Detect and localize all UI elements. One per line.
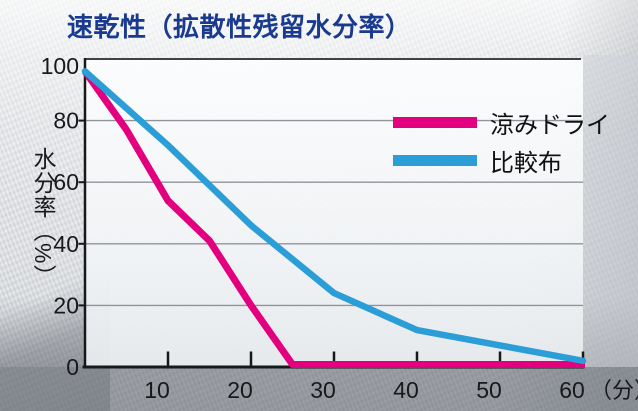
x-axis-unit-label: （分） <box>590 378 638 403</box>
legend: 涼みドライ 比較布 <box>393 108 610 177</box>
y-tick-label-60: 60 <box>53 169 79 195</box>
y-tick-label-0: 0 <box>66 354 79 380</box>
series-line-hikaku-fu <box>81 68 587 365</box>
x-tick-label-40: 40 <box>393 377 419 403</box>
legend-label-hikaku-fu: 比較布 <box>490 149 562 177</box>
plot-area-panel <box>85 59 583 367</box>
x-tick-label-50: 50 <box>476 377 502 403</box>
x-tick-label-20: 20 <box>227 377 253 403</box>
legend-item-hikaku-fu: 比較布 <box>393 146 610 177</box>
suzumi-dry-color-swatch <box>393 116 477 128</box>
legend-label-suzumi-dry: 涼みドライ <box>490 111 610 139</box>
y-tick-label-20: 20 <box>53 292 79 318</box>
hikaku-fu-color-swatch <box>393 154 477 166</box>
x-tick-label-60: 60 <box>559 377 585 403</box>
y-tick-label-80: 80 <box>53 108 79 134</box>
x-tick-label-30: 30 <box>310 377 336 403</box>
y-axis-label: 水分率（%） <box>30 147 56 289</box>
below-axis-shadow-band <box>0 367 638 411</box>
y-tick-label-40: 40 <box>53 231 79 257</box>
y-tick-label-100: 100 <box>41 53 79 79</box>
x-tick-label-10: 10 <box>144 377 170 403</box>
legend-item-suzumi-dry: 涼みドライ <box>393 108 610 139</box>
right-margin-strip <box>583 55 638 367</box>
chart-title: 速乾性（拡散性残留水分率） <box>67 12 412 42</box>
series-line-suzumi-dry <box>82 69 585 368</box>
